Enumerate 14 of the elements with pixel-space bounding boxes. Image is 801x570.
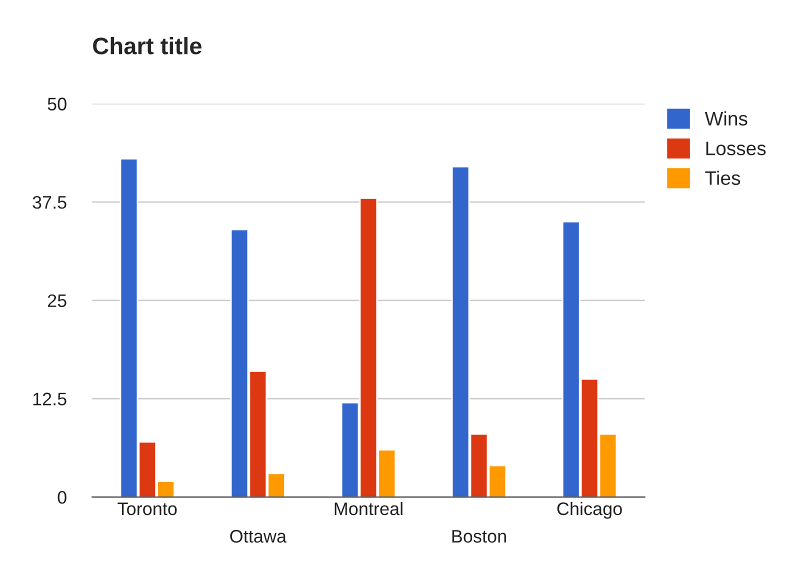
y-tick-label: 50 bbox=[48, 98, 66, 110]
x-tick-label: Toronto bbox=[118, 502, 177, 516]
y-tick-label: 37.5 bbox=[32, 196, 66, 209]
y-tick-label: 12.5 bbox=[33, 392, 66, 406]
legend-label: Ties bbox=[705, 170, 740, 185]
y-tick-label: 25 bbox=[48, 294, 66, 308]
y-tick-label: 0 bbox=[58, 490, 66, 504]
x-tick-label: Montreal bbox=[334, 502, 402, 516]
x-tick-label: Ottawa bbox=[230, 530, 287, 543]
x-tick-label: Chicago bbox=[557, 502, 622, 519]
chart-title: Chart title bbox=[93, 37, 202, 54]
legend-label: Wins bbox=[704, 111, 748, 126]
legend-label: Losses bbox=[706, 142, 766, 156]
x-tick-label: Boston bbox=[452, 530, 506, 543]
